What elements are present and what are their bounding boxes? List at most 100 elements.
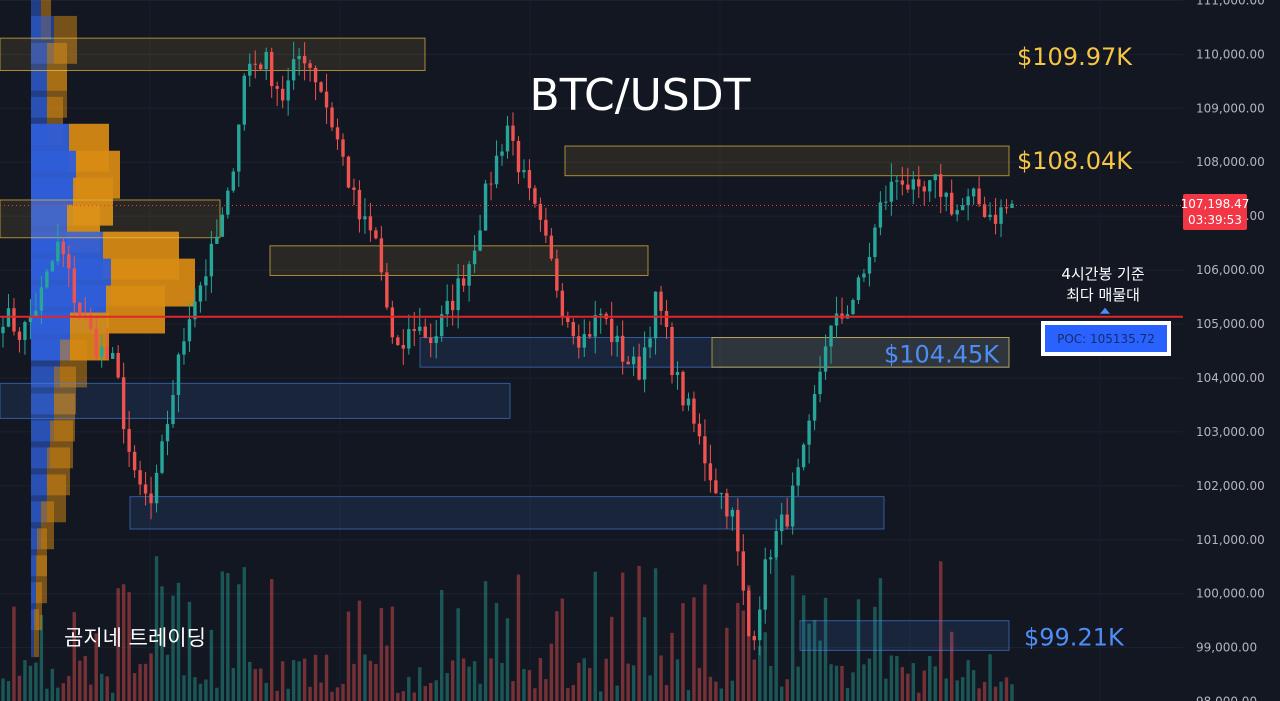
- candle-body: [796, 467, 800, 486]
- candle-body: [67, 254, 71, 269]
- volume-bar: [259, 668, 263, 701]
- candle: [779, 502, 784, 545]
- candle: [999, 199, 1003, 238]
- candle-body: [105, 346, 109, 359]
- volume-bar: [615, 685, 619, 701]
- volume-bar: [500, 662, 504, 701]
- zone-box: [564, 145, 1010, 177]
- volume-bar: [873, 606, 877, 701]
- volume-bar: [790, 575, 795, 701]
- candle: [100, 334, 104, 368]
- volume-bar: [171, 595, 175, 701]
- volume-bar: [198, 683, 203, 701]
- candle: [89, 307, 93, 332]
- candle-body: [867, 256, 872, 274]
- candle: [379, 226, 384, 281]
- candle-body: [922, 186, 926, 192]
- candle: [593, 301, 597, 354]
- volume-bar: [132, 673, 137, 701]
- candle: [823, 334, 828, 380]
- volume-bar: [330, 691, 334, 701]
- profile-bar-buy: [31, 609, 34, 658]
- candle: [390, 300, 395, 344]
- candle: [533, 185, 537, 208]
- candle: [867, 242, 872, 287]
- volume-bar: [505, 618, 510, 701]
- poc-label-box[interactable]: POC: 105135.72: [1041, 321, 1171, 356]
- candle-body: [730, 509, 735, 517]
- candle: [439, 305, 444, 342]
- candle-body: [363, 216, 367, 220]
- candle: [609, 301, 614, 356]
- volume-bar: [23, 660, 27, 701]
- profile-bar-sell: [36, 582, 42, 631]
- candle-body: [900, 180, 905, 185]
- candle: [796, 458, 800, 497]
- candle: [862, 268, 866, 283]
- volume-bar: [138, 664, 142, 701]
- candle: [461, 264, 466, 292]
- candle: [116, 345, 120, 380]
- volume-bar: [840, 665, 844, 701]
- volume-bar: [692, 597, 696, 701]
- candle-body: [993, 214, 998, 224]
- volume-bar: [456, 608, 460, 701]
- candle-body: [620, 335, 625, 362]
- candle-body: [966, 196, 970, 206]
- candle: [270, 47, 274, 98]
- candle: [670, 322, 674, 384]
- y-tick-label: 108,000.00: [1196, 155, 1265, 169]
- candle-body: [330, 107, 334, 128]
- poc-marker: [1100, 307, 1110, 314]
- candle-body: [714, 480, 718, 494]
- poc-note-line1: 4시간봉 기준: [1061, 265, 1145, 283]
- candle: [549, 228, 554, 261]
- candle: [889, 163, 894, 216]
- volume-bar: [609, 616, 614, 701]
- volume-bar: [100, 673, 104, 701]
- volume-bar: [494, 602, 499, 701]
- volume-bar: [39, 614, 44, 701]
- volume-bar: [176, 582, 181, 701]
- candle-body: [747, 590, 751, 636]
- candle-body: [928, 180, 932, 192]
- candle: [209, 230, 214, 293]
- candle: [944, 191, 948, 212]
- candle: [801, 442, 806, 471]
- candle-body: [577, 336, 581, 348]
- countdown-label: 03:39:53: [1188, 213, 1242, 227]
- candle-body: [45, 271, 49, 288]
- volume-bar: [182, 675, 186, 701]
- candle-body: [555, 258, 559, 291]
- candle-body: [949, 192, 954, 215]
- volume-bar: [390, 606, 395, 701]
- candle: [538, 197, 543, 232]
- candle: [1, 317, 5, 348]
- candle-body: [418, 326, 422, 331]
- volume-bar: [593, 571, 597, 701]
- volume-bar: [478, 683, 482, 701]
- candle: [993, 198, 998, 235]
- profile-bar-buy: [31, 528, 37, 577]
- chart-title: BTC/USDT: [530, 70, 751, 121]
- volume-bar: [61, 683, 66, 701]
- candle: [911, 170, 915, 205]
- candle: [928, 179, 932, 202]
- current-price-label: 107,198.47: [1181, 197, 1250, 211]
- candle: [385, 263, 389, 310]
- candle: [467, 261, 471, 302]
- volume-bar: [939, 561, 943, 701]
- candle-body: [116, 352, 120, 378]
- volume-bar: [220, 571, 225, 701]
- volume-bar: [149, 653, 153, 701]
- volume-bar: [6, 681, 11, 701]
- candle-body: [149, 493, 153, 504]
- volume-bar: [1010, 684, 1014, 701]
- volume-bar: [418, 667, 422, 701]
- candle-body: [423, 326, 427, 338]
- volume-bar: [335, 687, 340, 701]
- volume-bar: [829, 664, 833, 701]
- candle-body: [971, 188, 976, 197]
- candle-body: [456, 278, 460, 311]
